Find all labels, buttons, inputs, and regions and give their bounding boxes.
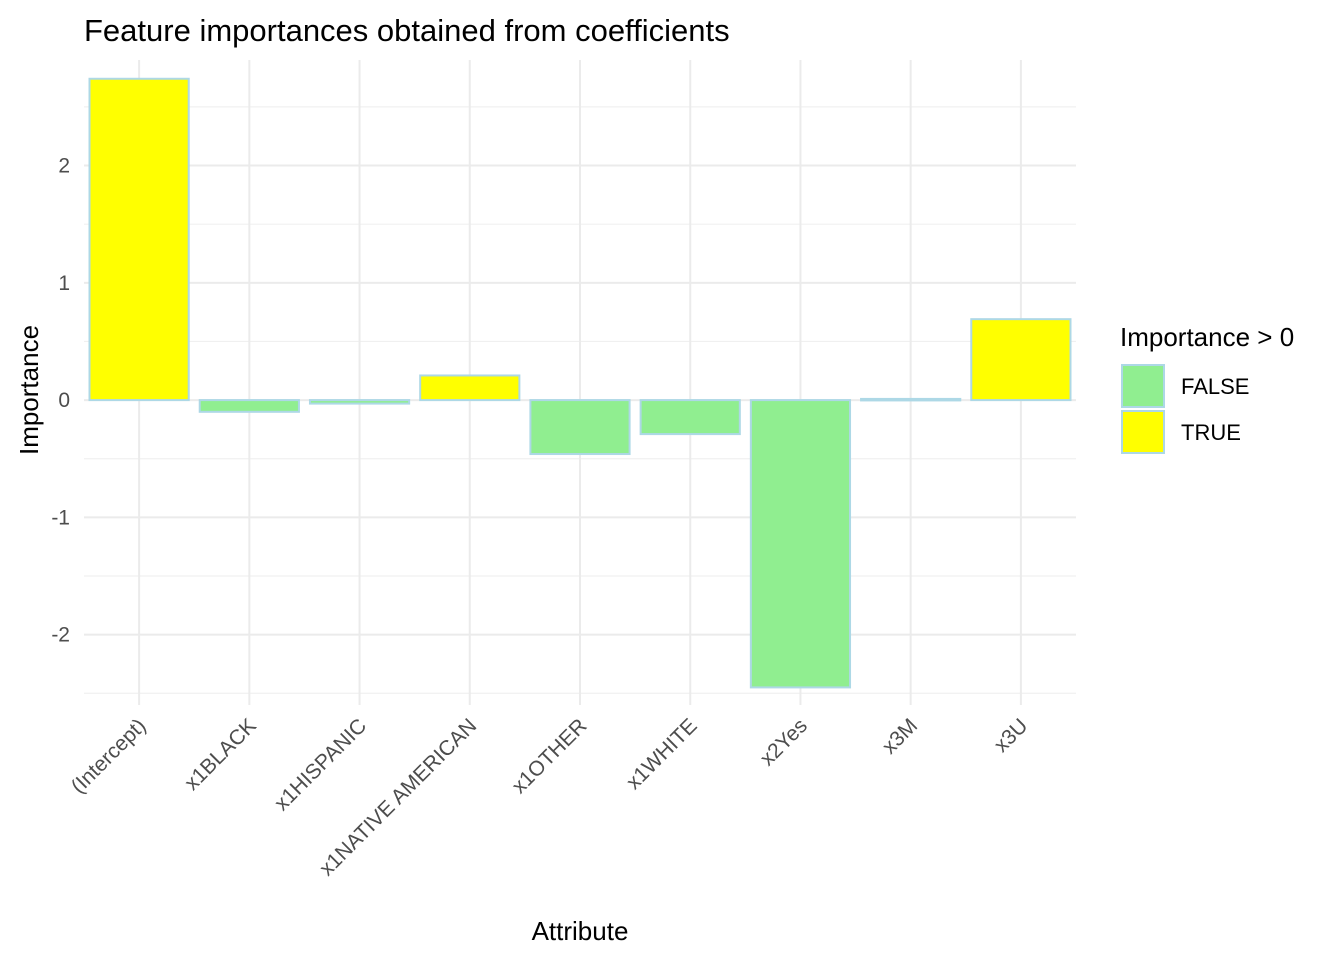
bar bbox=[88, 77, 190, 402]
legend-key bbox=[1121, 410, 1165, 454]
x-tick-label: x1HISPANIC bbox=[270, 714, 371, 815]
legend-title: Importance > 0 bbox=[1120, 322, 1294, 352]
bar bbox=[639, 399, 741, 436]
x-tick-label: x2Yes bbox=[756, 714, 812, 770]
bar bbox=[419, 374, 521, 402]
x-tick-label: x3U bbox=[990, 714, 1033, 757]
y-tick-label: 0 bbox=[58, 389, 70, 412]
y-tick-label: -1 bbox=[51, 506, 70, 529]
bar bbox=[860, 397, 962, 402]
grid bbox=[84, 60, 1076, 705]
y-tick-label: 2 bbox=[58, 155, 70, 178]
bar bbox=[970, 318, 1072, 402]
chart-title: Feature importances obtained from coeffi… bbox=[84, 13, 730, 48]
legend-label: FALSE bbox=[1181, 374, 1249, 399]
y-axis-ticks: -2 -1 0 1 2 bbox=[51, 155, 70, 647]
x-tick-label: x1WHITE bbox=[622, 714, 702, 794]
x-axis-title: Attribute bbox=[532, 916, 629, 946]
bar bbox=[529, 399, 631, 456]
x-tick-label: x3M bbox=[878, 714, 922, 758]
y-tick-label: -2 bbox=[51, 624, 70, 647]
y-axis-title: Importance bbox=[14, 325, 44, 455]
bar bbox=[308, 399, 411, 405]
x-tick-label: (Intercept) bbox=[67, 714, 151, 798]
x-tick-label: x1OTHER bbox=[508, 714, 592, 798]
legend-key bbox=[1121, 364, 1165, 408]
legend-label: TRUE bbox=[1181, 420, 1241, 445]
bar bbox=[749, 399, 852, 689]
bar bbox=[198, 399, 300, 413]
bars bbox=[88, 77, 1072, 689]
x-tick-label: x1BLACK bbox=[180, 714, 261, 795]
y-tick-label: 1 bbox=[58, 272, 70, 295]
legend: Importance > 0 FALSE TRUE bbox=[1120, 322, 1294, 454]
